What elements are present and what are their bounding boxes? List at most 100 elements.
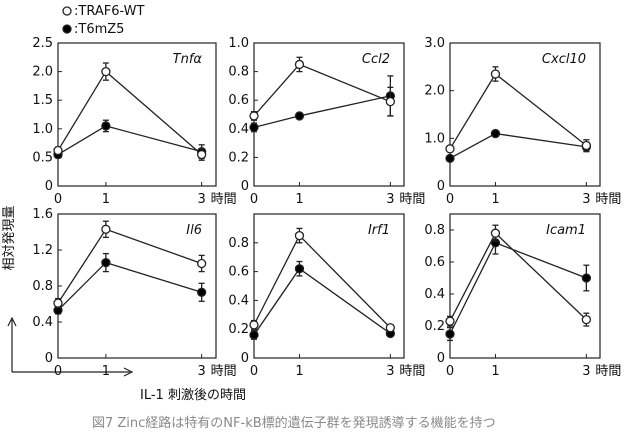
panel-title: Icam1 [546,223,586,238]
legend-mut-label: :T6mZ5 [74,22,124,37]
x-tick-label: 0 [54,192,62,207]
series-line-mut [449,132,587,159]
data-point-wt [249,111,259,121]
x-tick-label: 1 [102,192,110,207]
legend: :TRAF6-WT :T6mZ5 [62,4,144,37]
data-point-wt [101,224,111,234]
y-tick-label: 2.0 [32,65,53,80]
data-point-mut [196,287,207,297]
y-tick-label: 1.0 [424,131,445,146]
data-point-wt [581,140,592,151]
x-unit-label: 時間 [211,192,237,207]
y-tick-label: 0.4 [32,315,53,330]
data-point-wt [490,69,501,79]
x-axis-label: IL-1 刺激後の時間 [140,388,246,403]
y-tick-label: 1.0 [228,36,249,51]
y-tick-label: 1.2 [32,243,53,258]
axis-arrows [7,316,134,377]
data-point-mut [445,329,455,339]
y-tick-label: 0 [437,179,445,194]
series-line-mut [57,125,202,156]
y-tick-label: 0.8 [32,279,53,294]
y-tick-label: 0 [45,179,53,194]
data-point-wt [490,228,501,238]
data-point-mut [294,264,305,274]
series-line-mut [449,241,587,335]
x-tick-label: 1 [295,192,303,207]
y-tick-label: 0.6 [228,265,249,280]
figure-caption: 図7 Zinc経路は特有のNF-kB標的遺伝子群を発現誘導する機能を持つ [92,415,496,431]
panel-title: Ccl2 [362,52,390,67]
y-tick-label: 2.5 [32,36,53,51]
x-unit-label: 時間 [211,364,237,379]
x-tick-label: 0 [54,364,62,379]
panel-3: 0 1.0 2.0 3.0 0 1 3 時間 Cxcl10 [424,36,621,207]
data-point-wt [101,66,111,77]
y-tick-label: 0.8 [424,223,445,238]
data-point-wt [385,323,396,333]
series-line-mut [253,267,391,336]
data-point-mut [581,273,592,283]
data-point-wt [385,96,396,107]
panel-title: Il6 [186,223,202,238]
data-point-wt [53,145,63,156]
x-tick-label: 1 [102,364,110,379]
data-point-wt [294,59,305,70]
panel-title: Tnfα [173,52,203,67]
y-tick-label: 0.8 [228,236,249,251]
x-unit-label: 時間 [595,192,621,207]
x-unit-label: 時間 [399,364,425,379]
x-tick-label: 0 [446,192,454,207]
x-tick-label: 3 [386,364,394,379]
data-point-wt [445,144,455,154]
data-point-mut [249,122,259,133]
y-tick-label: 0 [437,351,445,366]
y-tick-label: 0.4 [228,122,249,137]
panel-6: 0 0.2 0.4 0.6 0.8 0 1 3 時間 Icam1 [424,213,621,379]
x-tick-label: 3 [582,192,590,207]
y-tick-label: 0.4 [228,293,249,308]
y-tick-label: 1.5 [32,93,53,108]
panel-frame [57,42,217,187]
x-tick-label: 0 [250,192,258,207]
y-tick-label: 1.0 [32,122,53,137]
panel-title: Cxcl10 [542,52,586,67]
y-axis-label: 相対発現量 [2,205,17,270]
x-tick-label: 3 [582,364,590,379]
data-point-mut [101,257,111,268]
data-point-wt [249,320,259,330]
x-tick-label: 1 [295,364,303,379]
y-tick-label: 1.6 [32,207,53,222]
x-tick-label: 1 [491,364,499,379]
y-tick-label: 0.6 [424,255,445,270]
y-tick-label: 2.0 [424,84,445,99]
series-line-wt [57,228,202,304]
x-unit-label: 時間 [399,192,425,207]
panel-5: 0 0.2 0.4 0.6 0.8 0 1 3 時間 Irf1 [228,213,425,379]
x-tick-label: 3 [386,192,394,207]
y-tick-label: 0 [241,351,249,366]
data-point-wt [196,258,207,269]
y-tick-label: 0 [241,179,249,194]
series-line-wt [449,73,587,150]
x-unit-label: 時間 [595,364,621,379]
data-point-mut [294,111,305,121]
x-tick-label: 0 [250,364,258,379]
data-point-wt [53,298,63,308]
data-point-wt [196,149,207,160]
data-point-mut [249,330,259,340]
x-tick-label: 0 [446,364,454,379]
y-tick-label: 0.2 [228,150,249,165]
panel-frame [449,213,601,359]
y-tick-label: 0.5 [32,150,53,165]
x-tick-label: 3 [197,364,205,379]
panel-frame [449,42,601,187]
data-point-mut [490,128,501,139]
panel-4: 0 0.4 0.8 1.2 1.6 0 1 3 時間 Il6 [32,207,236,379]
panel-frame [253,213,405,359]
data-point-wt [445,316,455,326]
x-tick-label: 1 [491,192,499,207]
legend-wt-marker [62,6,72,16]
y-tick-label: 0.2 [228,322,249,337]
